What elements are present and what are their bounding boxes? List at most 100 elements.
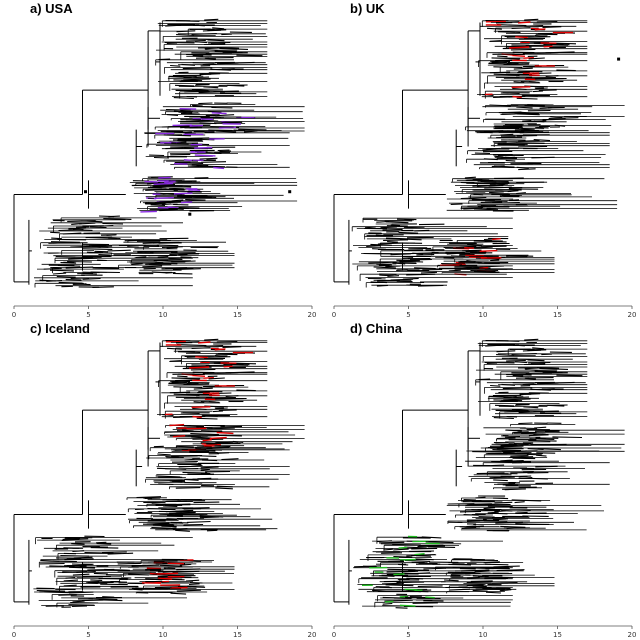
tree-branch — [417, 573, 431, 574]
tree-branch — [86, 237, 113, 238]
tree-branch — [475, 497, 485, 498]
tree-branch — [507, 461, 524, 462]
tree-branch — [492, 239, 501, 240]
tree-branch — [421, 272, 437, 273]
tree-branch — [366, 246, 380, 247]
tree-branch — [404, 547, 427, 548]
tree-branch — [400, 560, 416, 561]
tree-branch — [158, 257, 169, 258]
x-axis-tick-label: 15 — [553, 311, 562, 319]
tree-branch — [83, 547, 109, 548]
tree-branch — [162, 204, 171, 205]
tree-branch — [490, 477, 500, 478]
tree-branch — [157, 245, 179, 246]
tree-branch — [183, 79, 210, 80]
panel-title-uk: b) UK — [350, 1, 385, 16]
tree-branch — [70, 246, 89, 247]
tree-branch — [98, 255, 110, 256]
x-axis-tick-label: 5 — [406, 311, 410, 319]
tree-branch — [479, 268, 488, 269]
tree-branch — [197, 418, 218, 419]
tree-branch — [544, 46, 553, 47]
tree-branch — [176, 446, 194, 447]
tree-branch — [539, 368, 568, 369]
tree-branch — [529, 435, 549, 436]
tree-branch — [83, 249, 112, 250]
tree-branch — [372, 249, 386, 250]
tree-branch — [552, 437, 582, 438]
tree-branch — [496, 137, 522, 138]
tree-branch — [418, 586, 443, 587]
tree-branch — [190, 434, 219, 435]
tree-branch — [195, 155, 216, 156]
tree-branch — [72, 551, 84, 552]
tree-branch — [154, 183, 174, 184]
tree-branch — [500, 526, 525, 527]
tree-branch — [174, 193, 193, 194]
tree-branch — [386, 585, 414, 586]
tree-branch — [386, 222, 409, 223]
tree-branch — [515, 143, 544, 144]
tree-branch — [414, 230, 429, 231]
tree-branch — [175, 514, 203, 515]
tree-branch — [203, 378, 214, 379]
tree-branch — [381, 227, 397, 228]
tree-branch — [64, 580, 78, 581]
tree-branch — [210, 438, 227, 439]
tree-branch — [190, 125, 203, 126]
tree-branch — [186, 76, 197, 77]
tree-branch — [522, 95, 538, 96]
tree-branch — [388, 561, 404, 562]
tree-branch — [162, 209, 175, 210]
tree-branch — [238, 129, 266, 130]
tree-branch — [535, 431, 560, 432]
tree-branch — [508, 191, 519, 192]
tree-branch — [492, 450, 521, 451]
tree-branch — [494, 502, 512, 503]
tree-branch — [449, 589, 470, 590]
tree-branch — [485, 201, 508, 202]
tree-branch — [186, 580, 199, 581]
tree-branch — [177, 376, 187, 377]
tree-branch — [176, 35, 194, 36]
tree-branch — [173, 125, 192, 126]
marker-square — [84, 190, 87, 193]
tree-branch — [522, 121, 531, 122]
tree-branch — [194, 402, 205, 403]
tree-branch — [525, 106, 545, 107]
tree-branch — [213, 411, 223, 412]
tree-branch — [207, 428, 235, 429]
tree-branch — [426, 542, 454, 543]
tree-branch — [73, 601, 85, 602]
tree-branch — [518, 146, 547, 147]
tree-branch — [518, 423, 532, 424]
tree-branch — [506, 160, 516, 161]
x-axis-tick-label: 5 — [86, 311, 90, 319]
tree-branch — [169, 513, 195, 514]
tree-branch — [477, 473, 505, 474]
tree-branch — [170, 392, 190, 393]
tree-branch — [201, 162, 226, 163]
tree-branch — [528, 37, 550, 38]
tree-branch — [524, 339, 538, 340]
tree-branch — [464, 515, 479, 516]
tree-branch — [464, 248, 474, 249]
tree-branch — [518, 22, 530, 23]
tree-branch — [82, 600, 103, 601]
tree-branch — [170, 66, 180, 67]
tree-branch — [525, 370, 538, 371]
tree-branch — [193, 55, 204, 56]
marker-square — [288, 190, 291, 193]
x-axis-tick-label: 5 — [86, 631, 90, 639]
tree-branch — [131, 264, 143, 265]
tree-branch — [158, 578, 172, 579]
tree-branch — [205, 50, 218, 51]
tree-branch — [44, 269, 60, 270]
tree-branch — [236, 390, 255, 391]
tree-branch — [205, 426, 225, 427]
x-axis-tick-label: 0 — [332, 311, 336, 319]
tree-branch — [167, 348, 182, 349]
tree-branch — [518, 141, 540, 142]
